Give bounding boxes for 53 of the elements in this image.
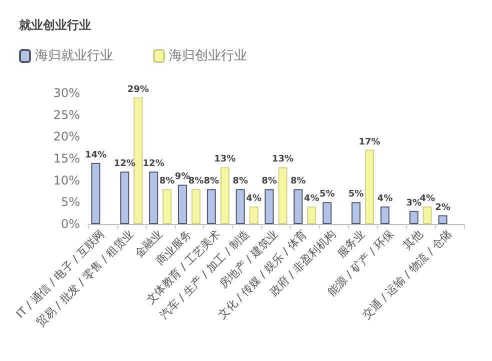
bar	[422, 206, 432, 224]
bar	[178, 184, 187, 224]
bar	[409, 210, 418, 224]
data-label: 8%	[262, 176, 277, 187]
data-label: 13%	[214, 154, 236, 165]
bar	[236, 189, 245, 224]
bar	[294, 189, 303, 224]
data-label: 4%	[304, 194, 320, 204]
y-tick-label: 15%	[53, 152, 80, 166]
bar	[134, 97, 143, 224]
data-label: 5%	[319, 190, 335, 200]
bar	[438, 215, 448, 224]
bar	[191, 189, 200, 224]
bar	[120, 172, 130, 224]
bar	[352, 202, 361, 224]
data-label: 12%	[142, 159, 164, 170]
data-label: 2%	[435, 202, 450, 213]
data-label: 8%	[290, 176, 306, 187]
data-label: 8%	[188, 176, 204, 187]
legend-label: 海归就业行业	[35, 48, 113, 64]
y-tick-label: 25%	[53, 108, 80, 122]
data-label: 14%	[84, 150, 106, 160]
bar	[220, 167, 230, 224]
bar	[365, 150, 374, 224]
data-label: 13%	[272, 154, 294, 165]
data-label: 8%	[232, 176, 248, 187]
data-label: 3%	[406, 198, 422, 208]
y-tick-label: 0%	[60, 217, 80, 231]
data-label: 8%	[204, 176, 220, 187]
data-label: 4%	[246, 194, 262, 204]
bar	[206, 189, 216, 224]
y-tick-label: 5%	[60, 195, 80, 210]
data-label: 29%	[127, 84, 149, 95]
data-label: 9%	[174, 172, 190, 182]
bar	[307, 206, 316, 224]
bar	[91, 162, 100, 224]
bar	[278, 167, 288, 224]
data-label: 5%	[348, 190, 364, 200]
y-tick-label: 10%	[53, 173, 80, 188]
data-label: 4%	[377, 194, 393, 204]
legend-label: 海归创业行业	[169, 48, 247, 64]
bar	[249, 206, 258, 224]
data-label: 17%	[358, 137, 380, 148]
bar	[149, 172, 158, 224]
chart-title: 就业创业行业	[18, 18, 91, 32]
y-tick-label: 30%	[53, 86, 80, 100]
bar	[162, 189, 172, 224]
bar	[264, 189, 274, 224]
x-tick-label: 其他	[400, 227, 426, 252]
bar	[322, 202, 332, 224]
bar	[380, 206, 390, 224]
data-label: 8%	[159, 176, 175, 187]
y-tick-label: 20%	[53, 130, 80, 144]
